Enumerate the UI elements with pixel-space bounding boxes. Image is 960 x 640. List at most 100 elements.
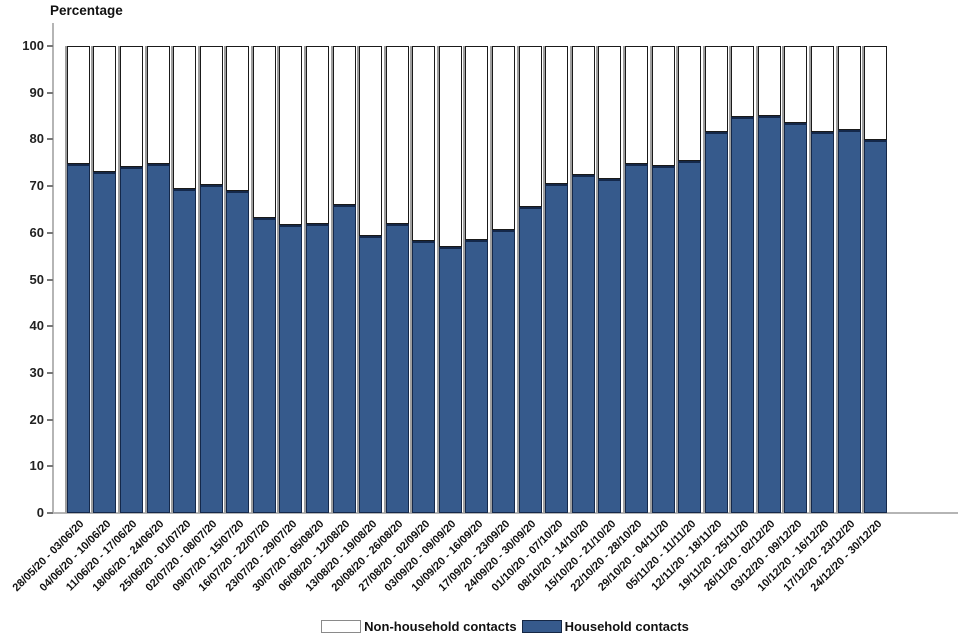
- y-tick-label: 30: [29, 364, 44, 380]
- stacked-bar: [731, 46, 755, 513]
- y-tick-label: 70: [29, 178, 44, 194]
- stacked-bar: [66, 46, 90, 513]
- bar-slot: [703, 46, 730, 513]
- bar-slot: [597, 46, 624, 513]
- y-tick-mark: [47, 512, 53, 514]
- bar-segment-household: [279, 224, 303, 513]
- stacked-bar: [385, 46, 409, 513]
- bar-segment-non-household: [731, 46, 755, 118]
- bar-segment-non-household: [438, 46, 462, 247]
- stacked-bar: [624, 46, 648, 513]
- y-tick-label: 90: [29, 84, 44, 100]
- stacked-bar: [332, 46, 356, 513]
- y-tick-mark: [47, 418, 53, 421]
- bar-segment-household: [252, 218, 276, 513]
- y-tick-label: 50: [29, 271, 44, 287]
- bar-slot: [65, 46, 92, 513]
- y-tick-mark: [47, 231, 53, 234]
- bar-slot: [411, 46, 438, 513]
- bar-slot: [729, 46, 756, 513]
- bar-slot: [517, 46, 544, 513]
- bar-segment-non-household: [864, 46, 888, 140]
- bar-slot: [756, 46, 783, 513]
- legend-swatch-non-household: [321, 620, 362, 633]
- bar-segment-household: [651, 166, 675, 513]
- stacked-bar: [810, 46, 834, 513]
- bar-segment-non-household: [571, 46, 595, 176]
- y-tick-mark: [47, 325, 53, 328]
- bar-segment-non-household: [651, 46, 675, 167]
- stacked-bar: [465, 46, 489, 513]
- bar-segment-non-household: [757, 46, 781, 117]
- bar-segment-non-household: [624, 46, 648, 165]
- bar-segment-household: [810, 131, 834, 513]
- bar-segment-household: [226, 190, 250, 513]
- bar-segment-household: [571, 175, 595, 513]
- bar-segment-non-household: [784, 46, 808, 123]
- bar-slot: [145, 46, 172, 513]
- bar-segment-household: [598, 178, 622, 513]
- bar-segment-non-household: [279, 46, 303, 225]
- bar-slot: [809, 46, 836, 513]
- bar-slot: [92, 46, 119, 513]
- bar-slot: [623, 46, 650, 513]
- bar-segment-non-household: [119, 46, 143, 168]
- stacked-bar: [438, 46, 462, 513]
- y-axis-line: [52, 23, 54, 514]
- bar-segment-non-household: [199, 46, 223, 186]
- legend: Non-household contacts Household contact…: [25, 619, 960, 634]
- plot-area: [65, 46, 889, 513]
- stacked-bar: [93, 46, 117, 513]
- stacked-bar: [492, 46, 516, 513]
- bar-segment-household: [305, 224, 329, 513]
- bar-segment-non-household: [93, 46, 117, 172]
- bar-slot: [278, 46, 305, 513]
- stacked-bar: [146, 46, 170, 513]
- bar-segment-household: [146, 163, 170, 513]
- bar-segment-non-household: [598, 46, 622, 179]
- stacked-bar: [864, 46, 888, 513]
- stacked-bar: [678, 46, 702, 513]
- bar-segment-non-household: [704, 46, 728, 133]
- bar-segment-household: [119, 167, 143, 513]
- bar-slot: [783, 46, 810, 513]
- y-tick-mark: [47, 278, 53, 281]
- legend-swatch-household: [521, 620, 562, 633]
- bar-segment-household: [757, 116, 781, 513]
- bar-segment-non-household: [837, 46, 861, 131]
- stacked-bar: [518, 46, 542, 513]
- bar-segment-non-household: [810, 46, 834, 132]
- bar-segment-non-household: [173, 46, 197, 189]
- stacked-bar: [757, 46, 781, 513]
- y-tick-mark: [47, 465, 53, 468]
- stacked-bar: [545, 46, 569, 513]
- y-tick-label: 40: [29, 318, 44, 334]
- y-tick-label: 80: [29, 131, 44, 147]
- stacked-bar: [199, 46, 223, 513]
- bar-segment-non-household: [252, 46, 276, 219]
- bar-slot: [357, 46, 384, 513]
- bar-slot: [570, 46, 597, 513]
- bar-slot: [490, 46, 517, 513]
- bar-segment-household: [784, 122, 808, 513]
- bar-slot: [304, 46, 331, 513]
- bar-segment-household: [332, 205, 356, 513]
- y-tick-mark: [47, 371, 53, 374]
- bar-segment-household: [93, 171, 117, 513]
- bar-slot: [198, 46, 225, 513]
- legend-label-non-household: Non-household contacts: [364, 619, 517, 634]
- stacked-bar: [226, 46, 250, 513]
- x-axis-line: [52, 512, 958, 514]
- stacked-bar: [837, 46, 861, 513]
- bar-segment-household: [624, 164, 648, 513]
- stacked-bar: [305, 46, 329, 513]
- bar-segment-household: [199, 185, 223, 513]
- y-tick-mark: [47, 45, 53, 47]
- y-tick-label: 20: [29, 411, 44, 427]
- bar-segment-non-household: [465, 46, 489, 241]
- bar-segment-non-household: [359, 46, 383, 236]
- bar-slot: [331, 46, 358, 513]
- bar-slot: [118, 46, 145, 513]
- stacked-bar: [651, 46, 675, 513]
